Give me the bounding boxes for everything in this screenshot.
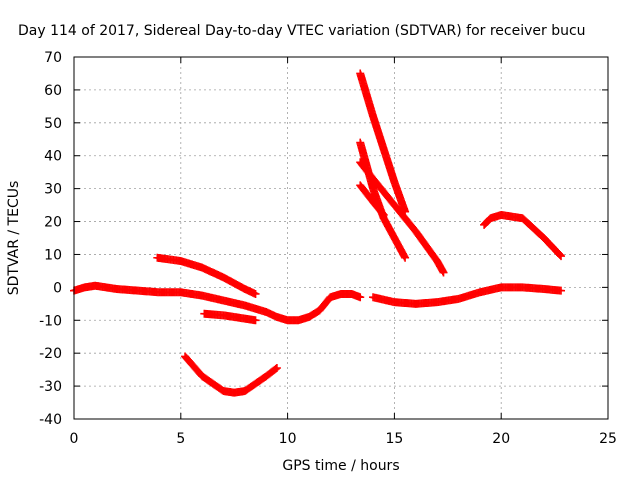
data-point xyxy=(379,210,388,219)
chart-title: Day 114 of 2017, Sidereal Day-to-day VTE… xyxy=(18,23,586,39)
x-tick-label: 5 xyxy=(176,431,185,447)
y-tick-label: 60 xyxy=(44,83,62,99)
plot-frame xyxy=(73,56,609,420)
data-point xyxy=(557,286,566,295)
y-tick-label: 10 xyxy=(44,247,62,263)
series-arc-6 xyxy=(356,69,410,216)
x-tick-label: 25 xyxy=(599,431,617,447)
x-tick-label: 10 xyxy=(279,431,297,447)
y-tick-label: 20 xyxy=(44,215,62,231)
y-tick-label: 50 xyxy=(44,116,62,132)
y-tick-label: 0 xyxy=(53,280,62,296)
data-point xyxy=(272,363,281,372)
y-tick-label: -20 xyxy=(39,346,62,362)
data-point xyxy=(271,364,280,373)
y-tick-label: -30 xyxy=(39,379,62,395)
x-tick-label: 0 xyxy=(70,431,79,447)
data-point xyxy=(251,316,260,325)
axis-ticks: 0 5 10 15 20 25 -40 -30 -20 -10 0 10 20 30 40 50 60 70 xyxy=(39,50,617,447)
series-group xyxy=(70,69,566,397)
series-arc-5 xyxy=(181,352,281,397)
y-tick-label: 40 xyxy=(44,149,62,165)
y-tick-label: 30 xyxy=(44,182,62,198)
grid xyxy=(74,57,608,419)
series-arc-9 xyxy=(356,181,388,219)
y-tick-label: -40 xyxy=(39,412,62,428)
x-tick-label: 20 xyxy=(492,431,510,447)
series-arc-10 xyxy=(480,210,566,261)
series-main-baseline xyxy=(70,281,365,325)
data-point xyxy=(356,293,365,302)
y-tick-label: 70 xyxy=(44,50,62,66)
data-point xyxy=(378,209,387,218)
data-point xyxy=(439,268,448,277)
data-point xyxy=(401,253,410,262)
y-tick-label: -10 xyxy=(39,313,62,329)
x-tick-label: 15 xyxy=(385,431,403,447)
data-point xyxy=(251,289,260,298)
data-point xyxy=(556,251,565,260)
series-arc-4 xyxy=(200,309,260,325)
y-axis-label: SDTVAR / TECUs xyxy=(6,181,22,296)
series-arc-3 xyxy=(153,253,260,298)
data-point xyxy=(557,252,566,261)
series-main-baseline-2 xyxy=(369,283,566,308)
x-axis-label: GPS time / hours xyxy=(282,458,399,474)
series-arc-8 xyxy=(356,158,448,277)
